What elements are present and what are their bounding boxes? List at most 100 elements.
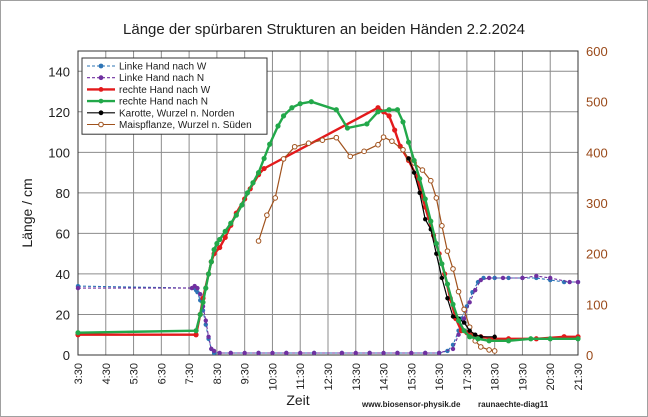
data-point xyxy=(375,109,381,115)
data-point xyxy=(280,113,287,119)
y-tick-label-left: 140 xyxy=(48,64,70,79)
data-point xyxy=(311,350,317,356)
data-point xyxy=(272,195,279,201)
x-tick-label: 3:30 xyxy=(73,363,85,384)
data-point xyxy=(534,273,539,279)
x-tick-label: 8:30 xyxy=(212,363,224,384)
legend-label: Karotte, Wurzel n. Norden xyxy=(119,108,234,119)
data-point xyxy=(375,105,381,111)
y-tick-label-right: 200 xyxy=(586,247,608,262)
legend-swatch-marker xyxy=(98,87,104,92)
data-point xyxy=(228,220,234,226)
y-axis-left: 0 20 40 60 80 100 120 140 xyxy=(48,64,70,363)
footer-diagram-id: raunaechte-diag11 xyxy=(478,400,549,409)
data-point xyxy=(203,285,209,291)
y-axis-label: Länge / cm xyxy=(19,178,35,247)
data-point xyxy=(411,157,417,164)
data-point xyxy=(575,279,581,285)
data-point xyxy=(305,140,312,147)
y-tick-label-left: 60 xyxy=(56,226,70,241)
data-point xyxy=(406,156,411,161)
y-tick-label-left: 20 xyxy=(56,307,70,322)
legend-swatch-marker xyxy=(98,75,104,81)
x-tick-label: 21:30 xyxy=(573,363,585,391)
data-point xyxy=(567,279,572,285)
y-tick-label-right: 600 xyxy=(586,44,608,59)
footer-website: www.biosensor-physik.de xyxy=(361,400,461,409)
x-tick-label: 20:30 xyxy=(545,363,557,391)
data-point xyxy=(270,350,275,356)
legend-label: rechte Hand nach N xyxy=(119,97,208,108)
x-tick-label: 4:30 xyxy=(101,363,113,384)
x-axis-label: Zeit xyxy=(286,392,309,408)
data-point xyxy=(333,134,340,141)
data-point xyxy=(486,275,492,281)
legend-entry: Maispflanze, Wurzel n. Süden xyxy=(87,120,252,131)
chart-title: Länge der spürbaren Strukturen an beiden… xyxy=(123,21,525,38)
data-point xyxy=(386,107,392,113)
data-point xyxy=(275,123,281,129)
y-tick-label-right: 400 xyxy=(586,145,608,160)
data-point xyxy=(520,275,525,281)
data-point xyxy=(214,240,220,247)
data-point xyxy=(433,240,439,247)
data-point xyxy=(461,320,467,325)
data-point xyxy=(381,350,386,356)
data-point xyxy=(450,301,456,307)
data-point xyxy=(433,195,440,201)
x-tick-label: 13:30 xyxy=(351,363,363,391)
y-tick-label-right: 100 xyxy=(586,297,608,312)
data-point xyxy=(486,338,492,344)
x-tick-label: 9:30 xyxy=(240,363,252,384)
legend-entry: Linke Hand nach N xyxy=(87,73,204,84)
x-tick-label: 17:30 xyxy=(462,363,474,391)
data-point xyxy=(250,180,256,186)
data-point xyxy=(417,176,423,182)
data-point xyxy=(344,125,351,131)
legend-swatch-marker xyxy=(98,121,104,128)
data-point xyxy=(575,336,581,342)
data-point xyxy=(319,137,326,143)
data-point xyxy=(467,300,472,305)
data-point xyxy=(205,271,212,277)
data-point xyxy=(217,350,222,356)
data-point xyxy=(208,259,214,265)
y-tick-label-left: 100 xyxy=(48,145,70,160)
x-tick-label: 11:30 xyxy=(295,363,307,390)
data-point xyxy=(217,244,223,251)
y-tick-label-left: 80 xyxy=(56,186,70,201)
x-tick-label: 5:30 xyxy=(129,363,141,384)
x-tick-label: 6:30 xyxy=(156,363,168,384)
x-tick-label: 16:30 xyxy=(434,363,446,391)
data-point xyxy=(428,218,434,224)
data-point xyxy=(445,296,450,301)
data-point xyxy=(478,277,483,283)
data-point xyxy=(419,167,426,173)
data-point xyxy=(197,311,203,318)
data-point xyxy=(75,285,81,291)
x-tick-label: 7:30 xyxy=(184,363,196,384)
series-layer xyxy=(75,99,581,356)
legend-label: Maispflanze, Wurzel n. Süden xyxy=(119,120,252,131)
data-point xyxy=(461,316,467,321)
data-point xyxy=(409,350,414,356)
legend-swatch-marker xyxy=(98,63,104,69)
plot-border xyxy=(77,50,579,356)
data-point xyxy=(255,238,262,244)
data-point xyxy=(473,287,478,293)
data-point xyxy=(392,127,398,133)
data-point xyxy=(211,247,217,253)
data-point xyxy=(400,147,406,153)
data-point xyxy=(491,348,498,354)
data-point xyxy=(450,342,456,348)
y-tick-label-right: 500 xyxy=(586,95,608,110)
y-tick-label-left: 120 xyxy=(48,105,70,120)
y-tick-label-left: 40 xyxy=(56,267,70,282)
data-point xyxy=(280,156,287,162)
data-point xyxy=(506,275,511,281)
x-tick-label: 15:30 xyxy=(406,363,418,391)
data-point xyxy=(417,190,422,196)
data-point xyxy=(289,105,295,111)
